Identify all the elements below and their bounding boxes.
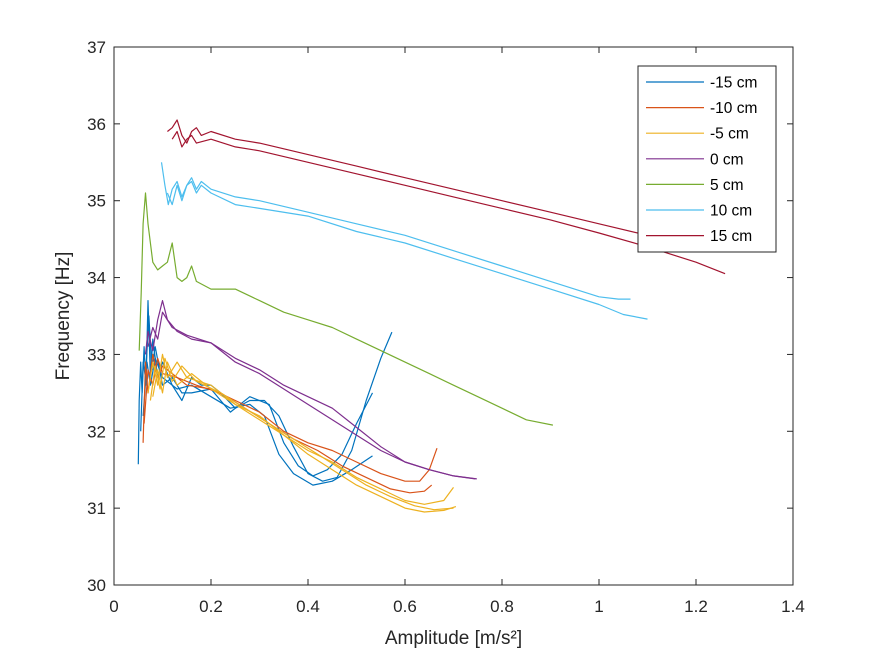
series-line-6-0 [167, 119, 726, 249]
series-line-2-0 [147, 353, 454, 505]
legend-label-1: -10 cm [710, 100, 757, 117]
x-axis-label: Amplitude [m/s²] [385, 628, 522, 649]
legend-label-4: 5 cm [710, 177, 744, 194]
legend-label-0: -15 cm [710, 75, 757, 92]
series-line-5-1 [166, 180, 648, 320]
x-tick-label: 0.2 [199, 597, 223, 616]
series-line-2-2 [152, 361, 457, 513]
series-line-5-0 [160, 162, 631, 300]
x-tick-label: 0.8 [490, 597, 514, 616]
y-tick-label: 32 [87, 422, 106, 441]
y-tick-label: 37 [87, 38, 106, 57]
x-tick-label: 1.2 [684, 597, 708, 616]
legend-label-5: 10 cm [710, 203, 752, 220]
legend-label-2: -5 cm [710, 126, 749, 143]
x-tick-label: 1.4 [781, 597, 805, 616]
legend-label-6: 15 cm [710, 228, 752, 245]
legend: -15 cm -10 cm -5 cm 0 cm 5 cm 10 cm 15 cm [637, 65, 777, 253]
x-axis: 0 0.2 0.4 0.6 0.8 1 1.2 1.4 [109, 47, 805, 616]
series-line-4-0 [138, 192, 554, 426]
y-tick-label: 36 [87, 115, 106, 134]
y-tick-label: 30 [87, 576, 106, 595]
axes-layer [113, 46, 794, 586]
y-tick-label: 33 [87, 345, 106, 364]
x-tick-label: 0.6 [393, 597, 417, 616]
series-line-3-1 [147, 311, 476, 480]
series-line-2-1 [149, 357, 454, 511]
y-axis-label: Frequency [Hz] [53, 252, 74, 381]
legend-label-3: 0 cm [710, 151, 744, 168]
y-axis: 30 31 32 33 34 35 36 37 [87, 38, 793, 595]
x-tick-label: 0 [109, 597, 118, 616]
axes-box [113, 46, 794, 586]
x-tick-label: 1 [594, 597, 603, 616]
series-layer [137, 119, 726, 513]
y-tick-label: 31 [87, 499, 106, 518]
y-tick-label: 34 [87, 269, 106, 288]
y-tick-label: 35 [87, 192, 106, 211]
series-line-6-1 [171, 130, 726, 275]
x-tick-label: 0.4 [296, 597, 320, 616]
series-line-1-0 [142, 353, 438, 482]
